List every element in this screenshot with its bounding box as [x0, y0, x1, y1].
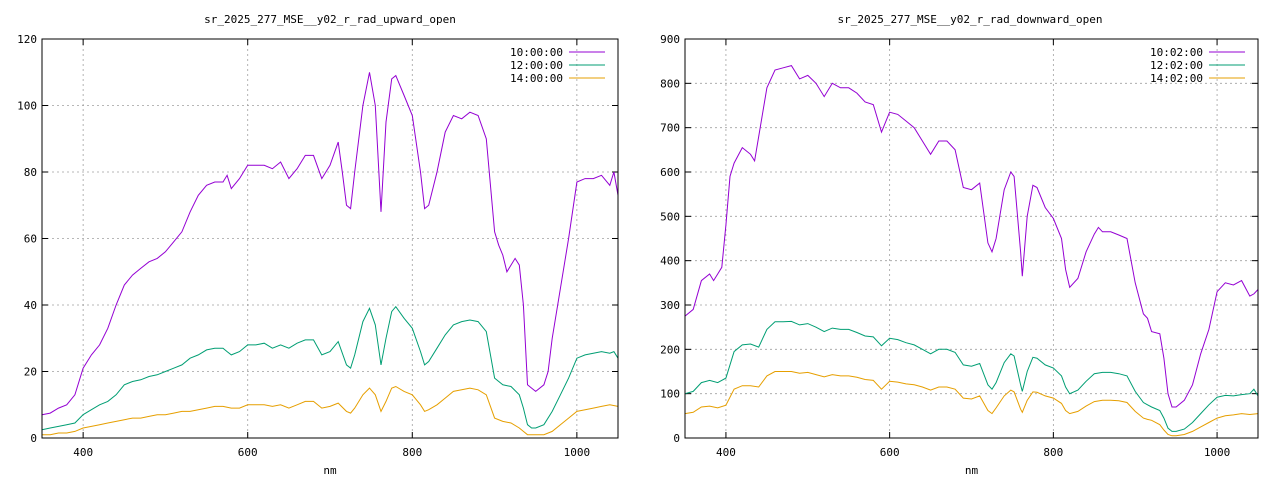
chart-title: sr_2025_277_MSE__y02_r_rad_upward_open: [204, 13, 456, 26]
y-tick-label: 60: [24, 233, 37, 246]
x-tick-label: 1000: [564, 446, 591, 459]
legend-label: 14:02:00: [1150, 72, 1203, 85]
x-tick-label: 600: [880, 446, 900, 459]
x-tick-label: 800: [402, 446, 422, 459]
chart-panel-2: 400 600 800 1000 0 100 200 300 400 500 600 700 800 90…: [660, 13, 1259, 477]
y-tick-label: 100: [660, 388, 680, 401]
plot-frame: [684, 38, 1259, 439]
y-tick-label: 500: [660, 210, 680, 223]
legend-label: 14:00:00: [510, 72, 563, 85]
chart-panel-1: 400 600 800 1000 0 20 40 60 80 100 120 sr_2025_277_…: [17, 13, 619, 477]
y-tick-label: 300: [660, 299, 680, 312]
y-tick-label: 800: [660, 77, 680, 90]
y-tick-label: 0: [30, 432, 37, 445]
y-tick-label: 400: [660, 255, 680, 268]
x-tick-label: 400: [73, 446, 93, 459]
series-line-10-02-00: [684, 65, 1259, 408]
y-tick-label: 700: [660, 122, 680, 135]
series-line-12-02-00: [684, 320, 1259, 432]
series-line-12-00-00: [41, 305, 619, 431]
y-tick-label: 120: [17, 33, 37, 46]
x-tick-label: 1000: [1204, 446, 1231, 459]
chart-title: sr_2025_277_MSE__y02_r_rad_downward_open: [838, 13, 1103, 26]
y-tick-label: 80: [24, 166, 37, 179]
legend-label: 12:02:00: [1150, 59, 1203, 72]
x-axis-label: nm: [323, 464, 337, 477]
plot-frame: [41, 38, 619, 439]
y-tick-label: 100: [17, 100, 37, 113]
series-line-14-00-00: [42, 385, 619, 436]
x-tick-label: 400: [716, 446, 736, 459]
y-tick-label: 20: [24, 366, 37, 379]
series-line-14-02-00: [684, 371, 1259, 437]
x-tick-label: 600: [238, 446, 258, 459]
y-tick-label: 900: [660, 33, 680, 46]
legend-label: 10:02:00: [1150, 46, 1203, 59]
x-tick-label: 800: [1043, 446, 1063, 459]
y-tick-label: 200: [660, 343, 680, 356]
y-tick-label: 600: [660, 166, 680, 179]
y-tick-label: 40: [24, 299, 37, 312]
series-line-10-00-00: [41, 72, 619, 416]
y-tick-label: 0: [673, 432, 680, 445]
legend-label: 12:00:00: [510, 59, 563, 72]
legend-label: 10:00:00: [510, 46, 563, 59]
x-axis-label: nm: [965, 464, 979, 477]
